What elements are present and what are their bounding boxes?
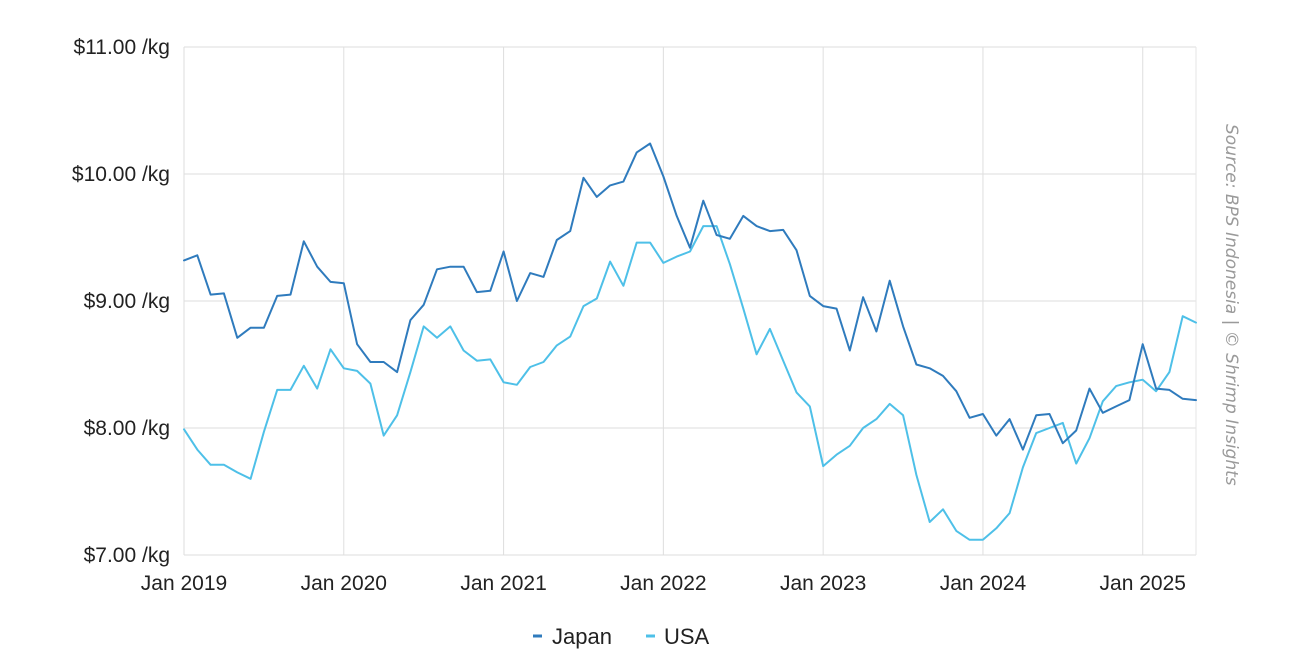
x-tick-label: Jan 2020: [301, 572, 387, 595]
x-tick-label: Jan 2019: [141, 572, 227, 595]
x-tick-label: Jan 2021: [460, 572, 546, 595]
x-tick-label: Jan 2024: [940, 572, 1027, 595]
x-tick-label: Jan 2022: [620, 572, 706, 595]
y-tick-label: $9.00 /kg: [84, 290, 170, 313]
series-line-japan: [183, 142, 1197, 451]
legend-label-usa: USA: [664, 624, 710, 649]
series-line-usa: [183, 225, 1197, 541]
y-tick-label: $10.00 /kg: [72, 163, 170, 186]
legend-label-japan: Japan: [552, 624, 612, 649]
y-tick-label: $7.00 /kg: [84, 544, 170, 567]
legend: Japan USA: [533, 624, 710, 649]
x-axis-ticks: Jan 2019 Jan 2020 Jan 2021 Jan 2022 Jan 2023…: [141, 572, 1186, 595]
series-lines: [183, 142, 1197, 541]
y-axis-ticks: $7.00 /kg $8.00 /kg $9.00 /kg $10.00 /kg $11…: [72, 36, 170, 567]
y-tick-label: $11.00 /kg: [73, 36, 170, 59]
grid-lines: [183, 46, 1197, 556]
legend-item-usa[interactable]: USA: [646, 624, 710, 649]
x-tick-label: Jan 2023: [780, 572, 866, 595]
x-tick-label: Jan 2025: [1100, 572, 1186, 595]
y-tick-label: $8.00 /kg: [84, 417, 170, 440]
legend-item-japan[interactable]: Japan: [533, 624, 612, 649]
source-note: Source: BPS Indonesia | © Shrimp Insight…: [1221, 124, 1241, 486]
